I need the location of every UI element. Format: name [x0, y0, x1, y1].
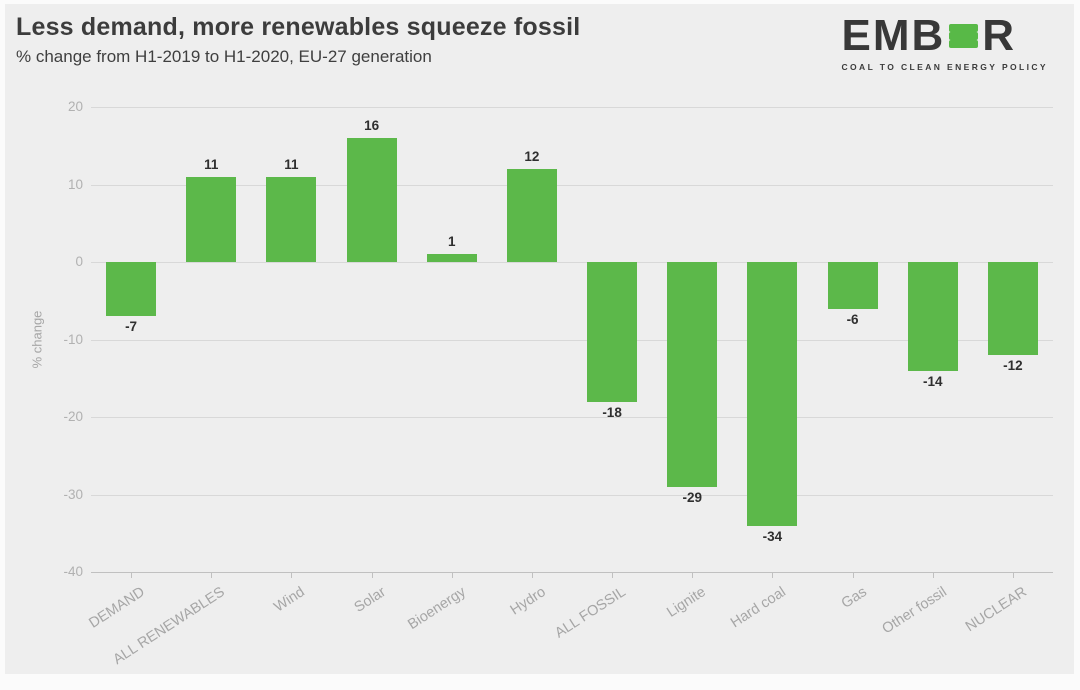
x-axis-tick-mark [451, 572, 453, 578]
chart-header: Less demand, more renewables squeeze fos… [16, 12, 580, 67]
gridline [91, 262, 1053, 263]
gridline [91, 339, 1053, 341]
bar-all-renewables[interactable] [186, 176, 237, 262]
x-axis-category-label: Wind [271, 584, 309, 616]
x-axis-category-label: Other fossil [879, 584, 950, 638]
bar-value-label: 1 [447, 234, 456, 250]
x-axis-tick-mark [1012, 572, 1014, 578]
x-axis-category-label: ALL FOSSIL [552, 584, 629, 642]
y-axis-tick-label: -40 [63, 564, 83, 579]
bar-all-fossil[interactable] [587, 262, 638, 402]
bar-hard-coal[interactable] [747, 262, 798, 526]
x-axis-tick-mark [932, 572, 934, 578]
bar-value-label: 11 [284, 156, 299, 172]
x-axis-tick-mark [371, 572, 373, 578]
bar-value-label: -12 [1003, 358, 1023, 373]
bar-gas[interactable] [827, 262, 878, 309]
x-axis-category-label: Bioenergy [404, 584, 469, 633]
bar-value-label: 12 [524, 149, 540, 164]
x-axis-category-label: Lignite [664, 584, 709, 621]
bar-value-label: -18 [602, 404, 622, 420]
bar-chart: 20 10 0 -10 -20 -30 -40 % change -7 DEMAND 11 ALL R… [5, 4, 1074, 674]
bar-value-label: -14 [922, 373, 943, 389]
y-axis-tick-label: -10 [63, 331, 83, 347]
gridline [91, 417, 1053, 418]
bar-bioenergy[interactable] [426, 254, 477, 262]
chart-title: Less demand, more renewables squeeze fos… [16, 13, 581, 41]
chart-subtitle: % change from H1-2019 to H1-2020, EU-27 … [16, 47, 432, 66]
gridline [91, 107, 1053, 108]
chart-card: Less demand, more renewables squeeze fos… [5, 4, 1074, 674]
x-axis-tick-mark [852, 572, 854, 578]
bar-value-label: 16 [364, 118, 380, 133]
logo-text-emb: EMB [841, 11, 946, 60]
bar-value-label: -29 [682, 489, 702, 505]
logo-text-r: R [982, 11, 1017, 60]
x-axis-tick-mark [612, 572, 614, 578]
gridline [91, 184, 1053, 186]
bar-nuclear[interactable] [987, 262, 1038, 355]
bar-hydro[interactable] [506, 169, 557, 262]
x-axis-tick-mark [291, 572, 293, 578]
bar-demand[interactable] [106, 262, 157, 317]
gridline [91, 494, 1053, 496]
x-axis-category-label: Gas [838, 584, 870, 612]
bar-wind[interactable] [266, 176, 317, 262]
x-axis-category-label: NUCLEAR [962, 584, 1030, 636]
y-axis-tick-label: -30 [63, 486, 83, 502]
y-axis-title: % change [29, 310, 45, 368]
ember-wordmark: EMB R [842, 14, 1049, 58]
x-axis-category-label: ALL RENEWABLES [110, 584, 228, 668]
bar-value-label: -34 [762, 528, 783, 544]
x-axis-category-label: DEMAND [86, 584, 148, 632]
x-axis-line [91, 572, 1053, 573]
y-axis-tick-label: -20 [63, 409, 83, 424]
x-axis-category-label: Hydro [507, 584, 549, 619]
x-axis-tick-mark [531, 572, 533, 578]
bar-value-label: -7 [125, 319, 138, 335]
y-axis-tick-label: 0 [75, 254, 83, 269]
bar-value-label: 11 [204, 156, 219, 172]
bar-other-fossil[interactable] [907, 262, 958, 371]
ember-logo: EMB R COAL TO CLEAN ENERGY POLICY [841, 14, 1049, 73]
three-green-bars-e-icon [949, 24, 979, 48]
x-axis-tick-mark [772, 572, 774, 578]
bar-lignite[interactable] [667, 262, 718, 487]
y-axis-tick-label: 10 [67, 176, 83, 192]
x-axis-tick-mark [211, 572, 213, 578]
bar-value-label: -6 [846, 311, 859, 327]
y-axis-tick-label: 20 [67, 99, 83, 114]
bar-solar[interactable] [346, 138, 397, 262]
x-axis-category-label: Solar [351, 584, 389, 616]
x-axis-category-label: Hard coal [728, 584, 790, 632]
logo-tagline: COAL TO CLEAN ENERGY POLICY [841, 62, 1048, 72]
x-axis-tick-mark [131, 572, 133, 578]
x-axis-tick-mark [692, 572, 694, 578]
